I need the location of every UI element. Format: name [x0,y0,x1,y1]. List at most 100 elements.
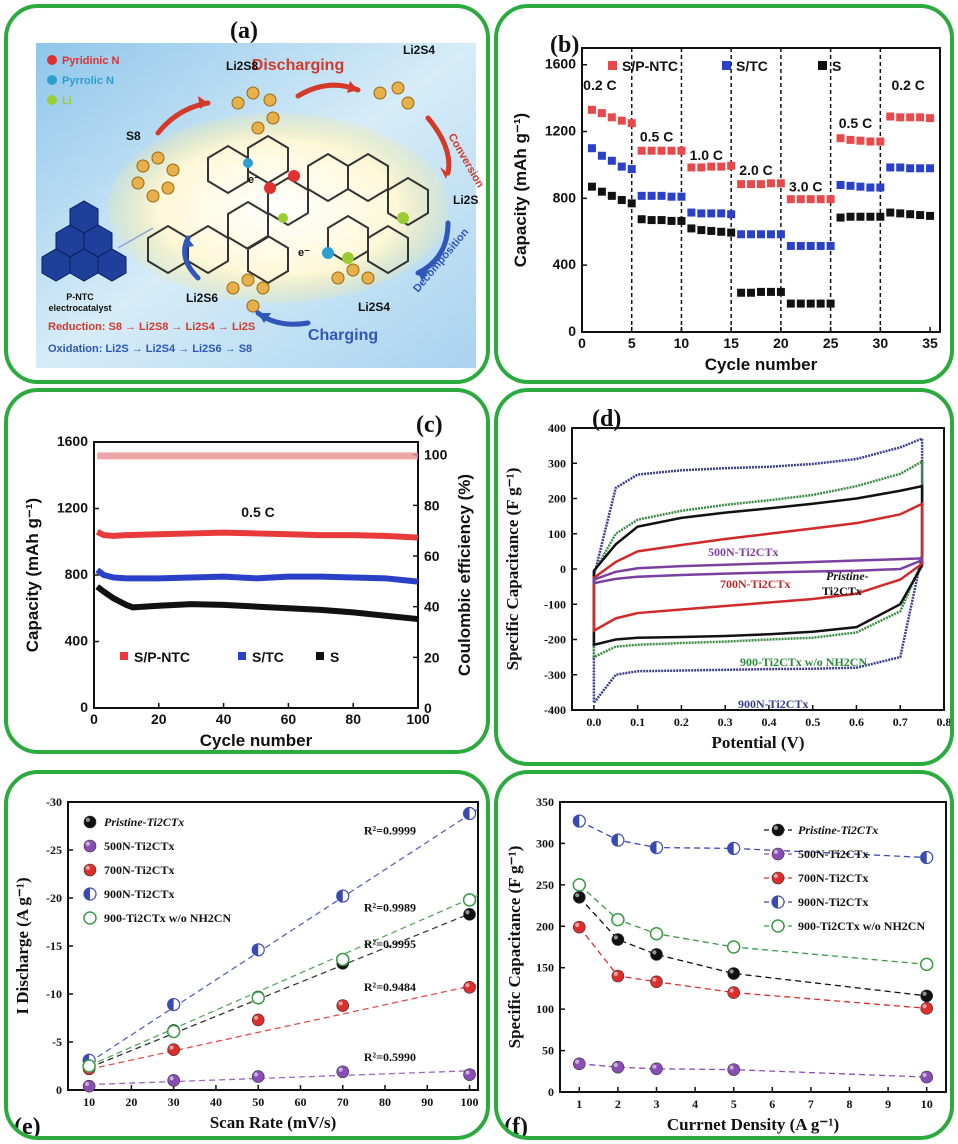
data-point-2 [896,209,905,218]
y-tick-label: 300 [536,836,554,850]
data-point-0 [816,195,825,204]
data-point-1 [806,241,815,250]
data-point-2 [836,213,845,222]
data-point-0 [846,135,855,144]
data-point-0 [597,109,606,118]
data-point-2 [657,216,666,225]
data-point-1-shine [465,1070,470,1075]
legend-marker [238,652,246,660]
data-point-1-shine [169,1076,174,1081]
data-point-2 [717,227,726,236]
data-point-1 [463,1068,476,1081]
data-point-0 [587,105,596,114]
data-point-0-shine [613,935,618,940]
data-point-1 [916,164,925,173]
x-tick-label: 5 [731,1097,737,1111]
catalyst-cluster [41,200,127,282]
data-point-4 [611,912,625,927]
data-point-1 [611,1060,625,1074]
x-tick-label: 0 [90,711,98,727]
data-point-2 [856,212,865,221]
data-point-2 [920,1002,934,1015]
legend-label: 500N-Ti2CTx [104,839,174,853]
x-tick-label: 10 [674,335,690,351]
cv-loop-2 [592,484,924,647]
curve-label: Ti2CTx [822,584,862,598]
y-tick-label: 800 [553,189,577,205]
data-point-2-shine [575,922,580,928]
legend-label: 700N-Ti2CTx [104,863,174,877]
data-point-0 [916,113,925,122]
x-tick-label: 25 [823,335,839,351]
data-point-3-fill [650,841,657,854]
panel-b: 0 5 10 15 20 25 30 35 0 400 800 1200 1600 Cycle numbe… [494,4,954,384]
r2-label: R²=0.5990 [364,1050,416,1064]
data-point-2 [906,210,915,219]
y-tick-label: -30 [46,795,62,809]
data-point-1 [587,144,596,153]
y2-tick-label: 100 [424,447,448,463]
plot-frame [581,47,941,333]
data-point-0 [906,113,915,122]
data-point-1 [826,241,835,250]
x-tick-label: 30 [168,1095,180,1109]
legend-label-2: Li [62,95,72,107]
x-axis-label: Cycle number [200,731,313,750]
data-point-0 [836,134,845,143]
data-point-1 [836,180,845,189]
data-point-1 [926,164,935,173]
rate-label: 3.0 C [789,179,822,195]
chart-e: 10 20 30 40 50 60 70 80 90 100 0 -5 -10 -15 -20 -25 -30 S… [13,795,479,1136]
y-tick-label: 0 [568,323,576,339]
y-tick-label: 400 [65,633,89,649]
data-point-4 [919,957,934,972]
legend-label: S/TC [252,649,284,665]
legend-marker [608,61,617,70]
x-tick-label: 70 [337,1095,349,1109]
legend-marker [120,652,128,660]
data-point-2 [336,999,350,1012]
legend-marker [771,847,785,861]
panel-d: 0.0 0.1 0.2 0.3 0.4 0.5 0.6 0.7 0.8 -400 -300 -200 -… [494,388,954,766]
data-point-1 [727,1063,740,1076]
data-point-2 [627,199,636,208]
data-point-1 [637,191,646,200]
data-point-2 [816,299,825,308]
data-point-1 [737,230,746,239]
x-tick-label: 0.2 [674,715,689,729]
data-point-1 [677,192,686,201]
data-point-2 [806,299,815,308]
r2-label: R²=0.9989 [364,900,416,914]
x-tick-label: 0.1 [630,715,645,729]
data-point-0 [573,890,586,904]
legend-label: 500N-Ti2CTx [798,847,868,861]
rate-label: 0.5 C [839,115,872,131]
data-point-2 [866,212,875,221]
y-tick-label: 0 [56,1083,62,1097]
x-tick-label: 30 [873,335,889,351]
electron-label-1: e⁻ [248,174,260,186]
legend-label-0: Pyridinic N [62,55,120,67]
legend-marker-fill [772,896,778,908]
data-point-1 [687,208,696,217]
rate-label: 0.2 C [891,77,924,93]
rate-label: 2.0 C [739,162,772,178]
x-tick-label: 0 [578,335,586,351]
x-tick-label: 40 [216,711,232,727]
data-point-4 [572,878,587,892]
panel-c: 0 20 40 60 80 100 0 400 800 1200 1600 Cycle number C… [4,388,490,754]
data-point-0 [687,163,696,172]
data-point-0 [717,162,726,171]
data-point-1 [786,241,795,250]
legend-marker [83,911,97,925]
data-point-3-fill [252,943,259,956]
data-point-1 [647,191,656,200]
data-point-0 [727,161,736,170]
data-point-2 [677,216,686,225]
data-point-2 [727,986,740,999]
fit-line-0 [88,909,479,1069]
data-point-1 [866,183,875,192]
data-point-0 [627,119,636,128]
